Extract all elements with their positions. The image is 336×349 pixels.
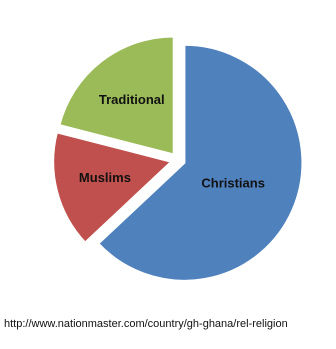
pie-slice-traditional — [58, 35, 175, 156]
pie-label-traditional: Traditional — [99, 92, 165, 107]
pie-slice-christians — [96, 43, 304, 282]
pie-label-muslims: Muslims — [79, 170, 131, 185]
pie-slice-muslims — [52, 131, 174, 244]
pie-label-christians: Christians — [201, 175, 265, 190]
religion-pie-chart: Christians Muslims Traditional — [52, 35, 304, 282]
source-url: http://www.nationmaster.com/country/gh-g… — [4, 318, 288, 330]
